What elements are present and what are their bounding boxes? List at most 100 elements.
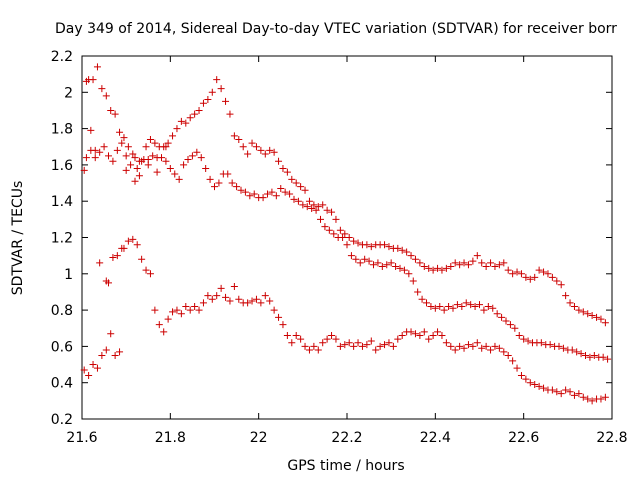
y-axis: 0.2 0.4 0.6 0.8 1 1.2 1.4 1.6 1.8 2 2.2 (51, 49, 612, 428)
data-point (398, 332, 406, 340)
data-point (575, 306, 583, 314)
data-point (129, 150, 137, 158)
x-tick-label: 22 (250, 430, 268, 446)
data-point (153, 168, 161, 176)
data-point (385, 339, 393, 347)
data-point (482, 342, 490, 350)
data-point (89, 361, 97, 369)
data-point (372, 346, 380, 354)
data-point (367, 243, 375, 251)
data-point (517, 270, 525, 278)
data-point (464, 261, 472, 269)
data-point (270, 306, 278, 314)
data-point (584, 395, 592, 403)
data-point (579, 393, 587, 401)
data-point (146, 135, 154, 143)
data-point (85, 371, 93, 379)
data-point (482, 263, 490, 271)
data-point (226, 110, 234, 118)
data-point (553, 277, 561, 285)
data-point (350, 237, 358, 245)
data-point (436, 302, 444, 310)
data-point (160, 328, 168, 336)
data-point (173, 306, 181, 314)
data-point (535, 382, 543, 390)
data-point (555, 342, 563, 350)
data-point (91, 154, 99, 162)
data-point (286, 190, 294, 198)
data-point (237, 186, 245, 194)
data-point (93, 63, 101, 71)
data-point (604, 355, 612, 363)
data-point (222, 293, 230, 301)
data-point (317, 215, 324, 223)
data-point (352, 255, 360, 263)
data-point (246, 192, 254, 200)
data-point (250, 190, 258, 198)
data-point (204, 96, 212, 104)
data-point (325, 226, 333, 234)
data-point (177, 117, 185, 125)
data-point (562, 386, 570, 394)
data-point (434, 264, 442, 272)
data-point (456, 342, 464, 350)
data-point (122, 166, 130, 174)
data-point (105, 152, 112, 160)
data-point (504, 266, 512, 274)
data-point (217, 85, 225, 93)
data-point (425, 264, 433, 272)
data-point (266, 146, 274, 154)
data-point (473, 252, 481, 260)
data-point (113, 252, 121, 260)
data-point (133, 241, 141, 249)
data-point (336, 226, 344, 234)
x-axis: 21.6 21.8 22 22.2 22.4 22.6 22.8 (66, 56, 628, 446)
data-point (347, 252, 355, 260)
data-point (354, 339, 362, 347)
data-point (511, 324, 519, 332)
y-tick-label: 0.8 (51, 303, 73, 319)
data-point (577, 350, 585, 358)
data-point (135, 172, 143, 180)
data-point (184, 155, 192, 163)
data-point (570, 391, 578, 399)
data-point (303, 203, 311, 211)
data-point (118, 139, 126, 147)
data-point (584, 310, 592, 318)
data-point (434, 328, 442, 336)
data-point (328, 332, 336, 340)
data-point (107, 106, 115, 114)
data-point (568, 346, 576, 354)
data-point (129, 235, 137, 243)
data-point (111, 110, 119, 118)
data-point (277, 184, 285, 192)
data-point (204, 292, 212, 300)
data-point (244, 299, 252, 307)
data-point (310, 201, 318, 209)
data-point (425, 335, 433, 343)
data-point (93, 364, 101, 372)
data-point (460, 259, 468, 267)
data-point (495, 344, 503, 352)
data-point (102, 346, 110, 354)
data-point (301, 342, 309, 350)
data-point (586, 353, 594, 361)
data-point (544, 270, 552, 278)
data-point (469, 342, 477, 350)
data-point (471, 302, 479, 310)
data-point (283, 168, 291, 176)
data-point (151, 139, 159, 147)
data-point (420, 263, 428, 271)
data-point (522, 273, 530, 281)
data-point (526, 379, 534, 387)
data-point (414, 288, 422, 296)
data-point (308, 204, 316, 212)
data-point (202, 165, 210, 173)
data-point (186, 114, 194, 122)
data-point (537, 339, 545, 347)
data-point (292, 332, 300, 340)
data-point (230, 283, 238, 291)
data-point (531, 273, 539, 281)
data-point (191, 110, 199, 118)
data-point (590, 351, 598, 359)
